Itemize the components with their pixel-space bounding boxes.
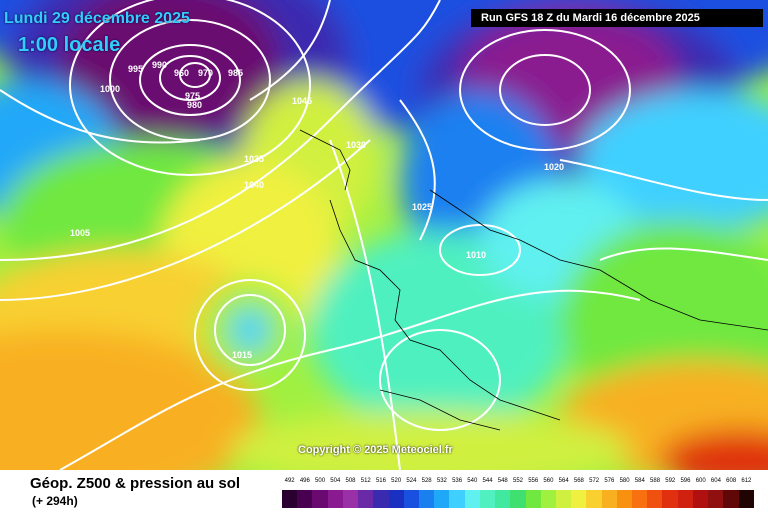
pressure-label-1020: 1020: [544, 162, 564, 172]
legend-tick: 524: [406, 478, 417, 484]
legend-tick: 552: [512, 478, 524, 484]
legend-swatch: [282, 490, 298, 508]
pressure-label-995: 995: [128, 64, 143, 74]
legend-swatch: [616, 490, 633, 508]
legend-tick: 600: [695, 478, 706, 484]
legend-tick: 576: [604, 478, 615, 484]
legend-tick: 512: [360, 478, 371, 484]
legend-tick: 520: [391, 478, 402, 484]
legend-tick: 544: [482, 478, 493, 484]
legend-swatch: [312, 490, 328, 508]
legend-tick: 536: [452, 478, 463, 484]
legend-tick: 556: [528, 478, 539, 484]
coastlines: [299, 129, 768, 431]
legend-tick: 500: [315, 478, 326, 484]
legend-swatch: [464, 490, 480, 508]
legend-swatch: [708, 490, 724, 508]
legend-swatch: [723, 490, 739, 508]
pressure-label-1030: 1030: [346, 140, 366, 150]
forecast-map: 1005 1040 1030 1010 1015 1035 1025 1020 …: [0, 0, 768, 470]
legend-swatch: [449, 490, 465, 508]
legend-swatch: [525, 490, 541, 508]
legend-tick: 608: [726, 478, 737, 484]
legend-tick: 496: [299, 478, 310, 484]
legend-tick: 568: [573, 478, 584, 484]
geopotential-field: [0, 0, 768, 470]
legend-swatch: [434, 490, 450, 508]
legend-swatch: [388, 490, 404, 508]
pressure-labels: 1005 1040 1030 1010 1015 1035 1025 1020 …: [70, 60, 564, 360]
legend-tick: 532: [436, 478, 447, 484]
legend-swatch: [555, 490, 572, 508]
legend-swatch: [692, 490, 709, 508]
lead-time: (+ 294h): [32, 494, 78, 508]
legend-swatch: [403, 490, 419, 508]
legend-tick: 560: [543, 478, 554, 484]
legend-bar: [282, 490, 754, 508]
pressure-label-1025: 1025: [412, 202, 432, 212]
legend-swatch: [495, 490, 511, 508]
pressure-label-985: 985: [228, 68, 243, 78]
footer: Géop. Z500 & pression au sol (+ 294h) 49…: [0, 470, 768, 512]
legend-tick: 572: [589, 478, 600, 484]
legend-tick: 592: [665, 478, 676, 484]
pressure-label-975: 975: [185, 91, 200, 101]
legend-tick: 612: [741, 478, 752, 484]
run-info: Run GFS 18 Z du Mardi 16 décembre 2025: [471, 9, 763, 27]
pressure-label-970: 970: [198, 68, 213, 78]
legend-swatch: [677, 490, 693, 508]
legend-swatch: [601, 490, 617, 508]
legend-swatch: [540, 490, 556, 508]
isobars: [0, 0, 768, 470]
product-title: Géop. Z500 & pression au sol: [30, 475, 241, 492]
legend-swatch: [373, 490, 389, 508]
forecast-time: 1:00 locale: [18, 34, 121, 56]
forecast-date: Lundi 29 décembre 2025: [4, 10, 190, 27]
legend-tick: 508: [345, 478, 356, 484]
legend-tick: 528: [421, 478, 432, 484]
legend-tick: 564: [558, 478, 569, 484]
legend-swatch: [632, 490, 648, 508]
pressure-label-1015: 1015: [232, 350, 252, 360]
legend-swatch: [418, 490, 435, 508]
legend-swatch: [571, 490, 587, 508]
copyright: Copyright © 2025 Meteociel.fr: [298, 444, 453, 456]
legend-swatch: [586, 490, 602, 508]
pressure-label-960: 960: [174, 68, 189, 78]
legend-swatch: [327, 490, 343, 508]
legend-swatch: [358, 490, 374, 508]
legend-swatch: [510, 490, 526, 508]
pressure-label-990: 990: [152, 60, 167, 70]
legend-tick: 588: [650, 478, 661, 484]
pressure-label-1040: 1040: [244, 180, 264, 190]
legend-swatch: [738, 490, 754, 508]
legend-swatch: [342, 490, 359, 508]
legend-ticks: 492 496 500 504 508 512 516 520 524 528 532 536 540 5…: [282, 478, 754, 490]
legend-swatch: [479, 490, 496, 508]
legend-tick: 548: [497, 478, 508, 484]
legend-tick: 604: [710, 478, 721, 484]
pressure-label-1000: 1000: [100, 84, 120, 94]
legend-swatch: [662, 490, 678, 508]
legend-tick: 516: [375, 478, 386, 484]
pressure-label-1005: 1005: [70, 228, 90, 238]
pressure-label-1045: 1045: [292, 96, 312, 106]
pressure-label-1010: 1010: [466, 250, 486, 260]
pressure-label-1035: 1035: [244, 154, 264, 164]
color-legend: 492 496 500 504 508 512 516 520 524 528 532 536 540 5…: [282, 478, 754, 510]
legend-tick: 540: [467, 478, 478, 484]
legend-tick: 580: [619, 478, 630, 484]
legend-tick: 584: [634, 478, 645, 484]
legend-tick: 596: [680, 478, 691, 484]
legend-swatch: [297, 490, 313, 508]
pressure-label-980: 980: [187, 100, 202, 110]
legend-tick: 492: [284, 478, 295, 484]
legend-tick: 504: [330, 478, 341, 484]
legend-swatch: [647, 490, 663, 508]
